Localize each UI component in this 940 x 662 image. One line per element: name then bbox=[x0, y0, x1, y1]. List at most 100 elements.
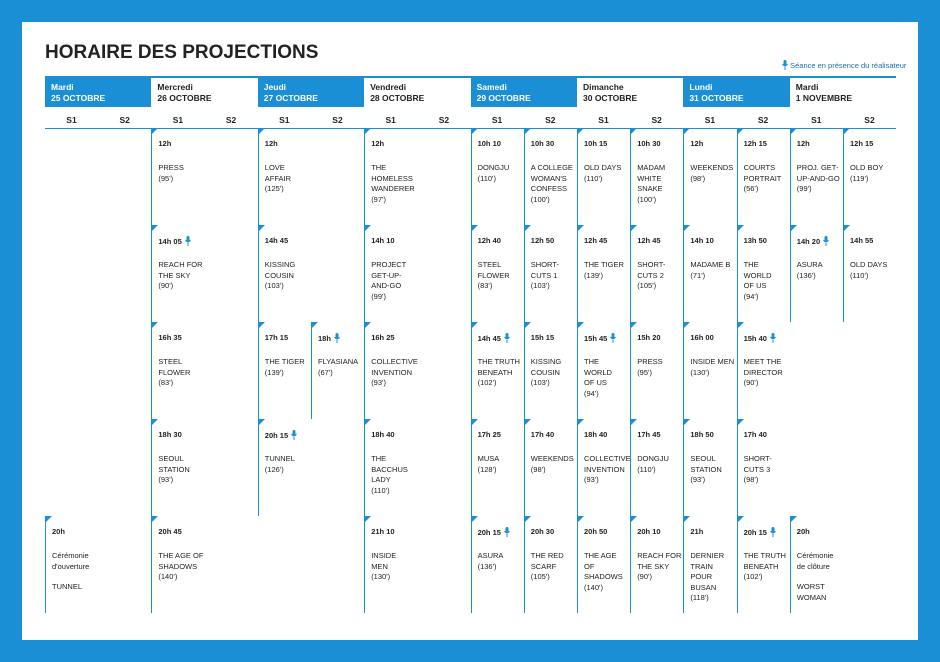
film: OLD DAYS (110') bbox=[850, 260, 887, 281]
film: MADAM WHITE SNAKE (100') bbox=[637, 163, 665, 205]
title-line: THE TIGER bbox=[264, 357, 305, 366]
title-line: COURTS bbox=[743, 163, 776, 172]
film: THE RED SCARF (105') bbox=[531, 551, 564, 583]
marker bbox=[470, 419, 478, 426]
duration: (98') bbox=[530, 464, 546, 474]
marker bbox=[523, 419, 531, 426]
marker bbox=[257, 225, 265, 232]
title-line: MUSA bbox=[477, 454, 500, 463]
weekday: Samedi bbox=[476, 82, 507, 92]
title-line: PORTRAIT bbox=[743, 173, 782, 183]
film: PROJECT GET-UP- AND-GO (99') bbox=[371, 260, 406, 302]
duration: (100') bbox=[637, 194, 657, 204]
duration: (67') bbox=[318, 367, 333, 377]
time-row: 17h 40 bbox=[744, 430, 767, 441]
title-line: A COLLEGE bbox=[530, 163, 573, 172]
day-header: Samedi 29 OCTOBRE bbox=[470, 76, 577, 107]
day-header: Mardi 25 OCTOBRE bbox=[45, 76, 152, 107]
duration: (93') bbox=[584, 475, 599, 484]
director-icon bbox=[782, 60, 788, 70]
time: 21h bbox=[690, 527, 704, 536]
film: DERNIER TRAIN POUR BUSAN (118') bbox=[690, 551, 724, 604]
film: MEET THE DIRECTOR (90') bbox=[744, 357, 783, 389]
film: ASURA (136') bbox=[478, 551, 504, 572]
title-line: PROJECT bbox=[371, 260, 407, 269]
film: THE TIGER (139') bbox=[584, 260, 624, 281]
director-marker bbox=[334, 333, 340, 347]
time: 12h 45 bbox=[637, 236, 661, 245]
film: SHORT- CUTS 3 (98') bbox=[744, 454, 772, 486]
screening: 12h 15 COURTS PORTRAIT (56') bbox=[736, 128, 790, 225]
screen-label: S1 bbox=[385, 115, 396, 125]
divider bbox=[45, 128, 896, 129]
time-row: 12h bbox=[158, 139, 171, 150]
time-row: 10h 30 bbox=[637, 139, 660, 150]
director-marker bbox=[504, 333, 510, 347]
film: PROJ. GET- UP-AND-GO (99') bbox=[797, 163, 840, 195]
title-line: WANDERER bbox=[371, 184, 415, 193]
screening: 17h 45 DONGJU (110') bbox=[630, 419, 683, 516]
time-row: 18h bbox=[318, 333, 340, 347]
time: 16h 25 bbox=[371, 333, 395, 342]
marker bbox=[630, 225, 638, 232]
time-row: 17h 15 bbox=[265, 333, 288, 344]
time-row: 12h bbox=[690, 139, 703, 150]
title-line: WOMAN'S bbox=[530, 173, 567, 183]
time-row: 20h 45 bbox=[158, 527, 181, 538]
legend: Séance en présence du réalisateur bbox=[779, 60, 906, 70]
time: 20h 50 bbox=[584, 527, 608, 536]
weekday: Dimanche bbox=[583, 82, 624, 92]
marker bbox=[683, 419, 691, 426]
director-icon bbox=[291, 430, 298, 440]
screening: 20h 15 THE TRUTH BENEATH (102') bbox=[736, 516, 790, 613]
title-line: ASURA bbox=[796, 260, 823, 269]
screen-label: S2 bbox=[225, 115, 237, 125]
film: SEOUL STATION (93') bbox=[690, 454, 721, 486]
time-row: 17h 45 bbox=[637, 430, 660, 441]
time: 16h 00 bbox=[690, 333, 714, 342]
title-line: GET-UP- bbox=[371, 270, 402, 280]
marker bbox=[789, 516, 797, 523]
title-line: d'ouverture bbox=[52, 561, 90, 571]
time: 20h 10 bbox=[637, 527, 661, 536]
film: ASURA (136') bbox=[797, 260, 823, 281]
film: COLLECTIVE INVENTION (93') bbox=[584, 454, 631, 486]
screening: 12h 50 SHORT- CUTS 1 (103') bbox=[523, 225, 577, 322]
screen-label: S2 bbox=[651, 115, 662, 125]
title-line: SHADOWS bbox=[584, 572, 623, 581]
title-line: SHORT- bbox=[743, 454, 772, 463]
film: LOVE AFFAIR (125') bbox=[265, 163, 291, 195]
screening: 12h 45 SHORT- CUTS 2 (105') bbox=[630, 225, 683, 322]
title-line: WORLD bbox=[743, 270, 772, 280]
time-row: 18h 40 bbox=[371, 430, 394, 441]
marker bbox=[683, 322, 691, 329]
duration: (105') bbox=[637, 281, 657, 290]
title-line: KISSING bbox=[264, 260, 296, 269]
day-header: Mardi 1 NOVEMBRE bbox=[789, 76, 897, 107]
time: 16h 35 bbox=[158, 333, 182, 342]
screening: 18h 50 SEOUL STATION (93') bbox=[683, 419, 736, 516]
title-line: THE bbox=[584, 357, 599, 366]
film: SHORT- CUTS 1 (103') bbox=[531, 260, 559, 292]
marker bbox=[151, 516, 159, 523]
marker bbox=[257, 128, 265, 135]
title-line: CUTS 2 bbox=[637, 270, 664, 280]
marker bbox=[523, 322, 531, 329]
weekday: Lundi bbox=[689, 82, 713, 92]
time: 17h 15 bbox=[264, 333, 289, 342]
screening: 10h 30 MADAM WHITE SNAKE (100') bbox=[630, 128, 683, 225]
title-line: FLOWER bbox=[477, 270, 510, 280]
title-line: BENEATH bbox=[743, 561, 779, 571]
time-row: 13h 50 bbox=[744, 236, 767, 247]
duration: (103') bbox=[264, 281, 284, 290]
time-row: 14h 45 bbox=[265, 236, 288, 247]
screening: 16h 00 INSIDE MEN (130') bbox=[683, 322, 736, 419]
screening: 12h 40 STEEL FLOWER (83') bbox=[470, 225, 524, 322]
time-row: 20h 30 bbox=[531, 527, 554, 538]
time-row: 18h 40 bbox=[584, 430, 607, 441]
duration: (136') bbox=[796, 270, 816, 280]
film: INSIDE MEN (130') bbox=[371, 551, 396, 583]
time: 12h bbox=[264, 139, 278, 148]
title-line: COLLECTIVE bbox=[371, 357, 418, 366]
